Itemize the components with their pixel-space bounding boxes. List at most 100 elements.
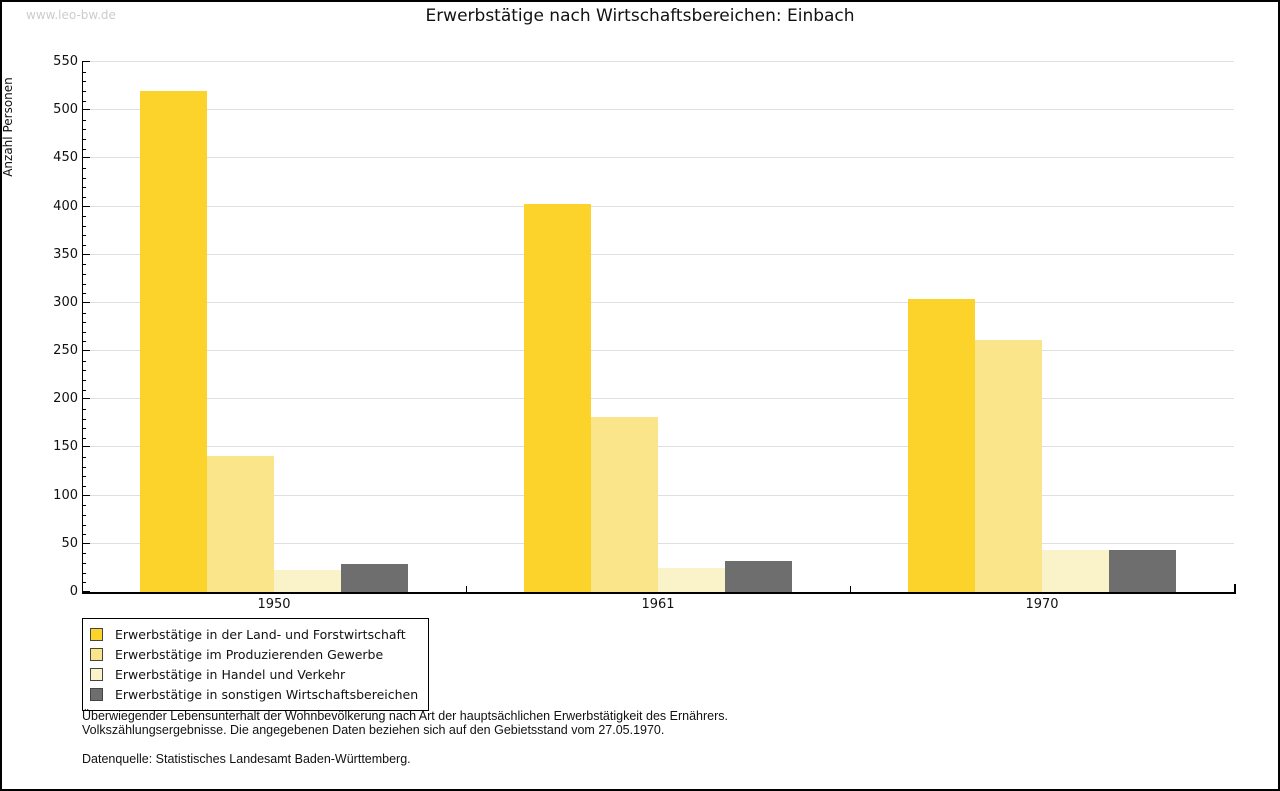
- y-axis-minor-tick: [82, 466, 86, 468]
- y-axis-minor-tick: [82, 283, 86, 285]
- bar-1961-series-1: [524, 203, 591, 592]
- x-axis-end-tick: [1234, 584, 1236, 592]
- y-axis-minor-tick: [82, 168, 86, 169]
- y-axis-minor-tick: [82, 534, 86, 536]
- bar-1950-series-4: [341, 564, 408, 592]
- legend-item: Erwerbstätige in Handel und Verkehr: [90, 664, 418, 684]
- gridline: [82, 157, 1234, 159]
- x-tick-label: 1961: [641, 597, 675, 612]
- gridline: [82, 446, 1234, 448]
- x-axis-tick: [850, 586, 851, 592]
- legend-item: Erwerbstätige in sonstigen Wirtschaftsbe…: [90, 684, 418, 704]
- y-axis-tick: [82, 350, 90, 352]
- y-axis-minor-tick: [82, 90, 86, 92]
- y-axis-minor-tick: [82, 264, 86, 266]
- y-axis-minor-tick: [82, 582, 86, 584]
- gridline: [82, 109, 1234, 111]
- y-axis-tick: [82, 205, 90, 207]
- y-axis-minor-tick: [82, 563, 86, 565]
- y-tick-label: 350: [53, 246, 78, 262]
- y-axis-tick: [82, 398, 90, 400]
- gridline: [82, 205, 1234, 207]
- legend-item: Erwerbstätige in der Land- und Forstwirt…: [90, 624, 418, 644]
- y-axis-minor-tick: [82, 196, 86, 198]
- y-axis-minor-tick: [82, 177, 86, 179]
- y-axis-minor-tick: [82, 505, 86, 507]
- bar-1961-series-3: [658, 567, 725, 592]
- gridline: [82, 542, 1234, 544]
- y-axis-tick: [82, 591, 90, 592]
- y-axis-minor-tick: [82, 245, 86, 247]
- gridline: [82, 398, 1234, 400]
- y-axis-minor-tick: [82, 322, 86, 324]
- bar-1970-series-3: [1042, 549, 1109, 592]
- bar-1961-series-4: [725, 561, 792, 592]
- y-tick-label: 500: [53, 102, 78, 118]
- y-tick-label: 250: [53, 343, 78, 359]
- y-axis-minor-tick: [82, 119, 86, 121]
- gridline: [82, 61, 1234, 62]
- y-axis-minor-tick: [82, 81, 86, 83]
- y-tick-label: 400: [53, 198, 78, 214]
- y-axis-minor-tick: [82, 148, 86, 150]
- y-axis-minor-tick: [82, 216, 86, 218]
- y-axis: [82, 62, 83, 594]
- legend-swatch-icon: [90, 627, 103, 641]
- y-axis-tick: [82, 446, 90, 448]
- y-axis-minor-tick: [82, 457, 86, 459]
- y-axis-minor-tick: [82, 428, 86, 430]
- footnote-line-2: Volkszählungsergebnisse. Die angegebenen…: [82, 722, 665, 737]
- y-axis-tick: [82, 157, 90, 159]
- y-axis-minor-tick: [82, 187, 86, 189]
- x-tick-label: 1950: [257, 597, 291, 612]
- legend-swatch-icon: [90, 667, 103, 681]
- y-axis-tick: [82, 542, 90, 544]
- y-axis-minor-tick: [82, 100, 86, 102]
- y-tick-label: 300: [53, 294, 78, 310]
- y-axis-minor-tick: [82, 235, 86, 237]
- legend-swatch-icon: [90, 687, 103, 701]
- y-axis-minor-tick: [82, 572, 86, 574]
- y-axis-minor-tick: [82, 360, 86, 362]
- x-axis-tick: [466, 586, 467, 592]
- watermark: www.leo-bw.de: [26, 8, 116, 22]
- y-axis-minor-tick: [82, 225, 86, 227]
- y-tick-label: 0: [69, 584, 78, 599]
- y-tick-label: 450: [53, 150, 78, 166]
- bar-1970-series-4: [1109, 549, 1176, 592]
- y-axis-tick: [82, 253, 90, 255]
- gridline: [82, 301, 1234, 303]
- y-axis-minor-tick: [82, 437, 86, 439]
- x-axis: [82, 592, 1236, 594]
- y-axis-tick: [82, 61, 90, 62]
- gridline: [82, 494, 1234, 496]
- footnote-line-1: Überwiegender Lebensunterhalt der Wohnbe…: [82, 709, 728, 723]
- y-axis-minor-tick: [82, 139, 86, 141]
- y-axis-minor-tick: [82, 524, 86, 526]
- data-source: Datenquelle: Statistisches Landesamt Bad…: [82, 752, 411, 766]
- y-tick-label: 200: [53, 391, 78, 407]
- y-axis-tick: [82, 494, 90, 496]
- y-tick-label: 550: [53, 54, 78, 69]
- y-axis-minor-tick: [82, 71, 86, 73]
- y-axis-minor-tick: [82, 129, 86, 131]
- y-axis-minor-tick: [82, 418, 86, 420]
- bar-1961-series-2: [591, 416, 658, 592]
- legend-swatch-icon: [90, 647, 103, 661]
- y-axis-label: Anzahl Personen: [1, 77, 15, 177]
- y-axis-minor-tick: [82, 331, 86, 333]
- y-axis-minor-tick: [82, 486, 86, 487]
- legend-label: Erwerbstätige in Handel und Verkehr: [115, 666, 346, 682]
- gridline: [82, 253, 1234, 255]
- y-axis-minor-tick: [82, 408, 86, 410]
- y-axis-minor-tick: [82, 293, 86, 295]
- y-axis-minor-tick: [82, 514, 86, 516]
- y-axis-tick: [82, 109, 90, 111]
- bar-1950-series-2: [207, 456, 274, 592]
- x-tick-label: 1970: [1025, 597, 1059, 612]
- legend: Erwerbstätige in der Land- und Forstwirt…: [82, 618, 430, 711]
- y-axis-minor-tick: [82, 389, 86, 391]
- legend-label: Erwerbstätige in sonstigen Wirtschaftsbe…: [115, 686, 419, 702]
